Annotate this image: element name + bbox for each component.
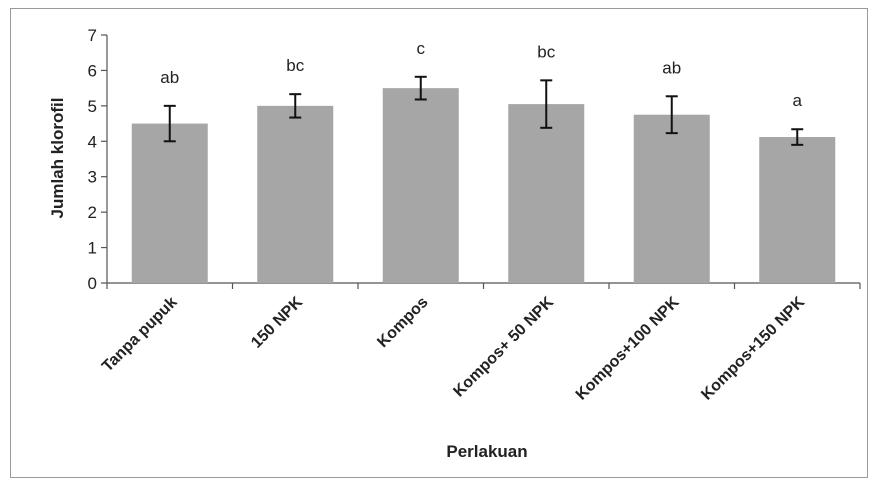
significance-label: c: [417, 39, 426, 58]
bar: [131, 123, 208, 283]
x-tick-label: Kompos+ 50 NPK: [450, 293, 557, 400]
x-tick-label: Kompos: [374, 294, 431, 351]
error-bars: [163, 75, 804, 146]
significance-label: bc: [537, 42, 555, 61]
bar: [382, 88, 459, 284]
y-axis: 0 1 2 3 4 5 6 7: [88, 26, 108, 293]
x-tick-label: Tanpa pupuk: [99, 294, 181, 376]
bar: [633, 114, 710, 283]
x-axis-title: Perlakuan: [446, 442, 527, 461]
x-axis: Tanpa pupuk 150 NPK Kompos Kompos+ 50 NPK Ko…: [99, 282, 861, 404]
y-tick-label: 1: [88, 239, 97, 258]
y-tick-label: 7: [88, 26, 97, 45]
x-tick-label: 150 NPK: [248, 293, 306, 351]
y-tick-label: 6: [88, 61, 97, 80]
significance-label: ab: [160, 68, 179, 87]
bars: [131, 88, 836, 284]
y-tick-label: 4: [88, 132, 97, 151]
x-tick-label: Kompos+150 NPK: [698, 293, 808, 403]
y-tick-label: 5: [88, 97, 97, 116]
significance-label: a: [793, 91, 803, 110]
significance-labels: ab bc c bc ab a: [160, 39, 802, 110]
significance-label: ab: [662, 58, 681, 77]
y-axis-title: Jumlah klorofil: [48, 98, 67, 219]
significance-label: bc: [286, 56, 304, 75]
bar: [759, 137, 836, 283]
x-tick-label: Kompos+100 NPK: [573, 293, 683, 403]
bar: [508, 104, 585, 283]
y-tick-label: 0: [88, 274, 97, 293]
y-tick-label: 2: [88, 203, 97, 222]
y-tick-label: 3: [88, 168, 97, 187]
bar: [257, 105, 334, 283]
